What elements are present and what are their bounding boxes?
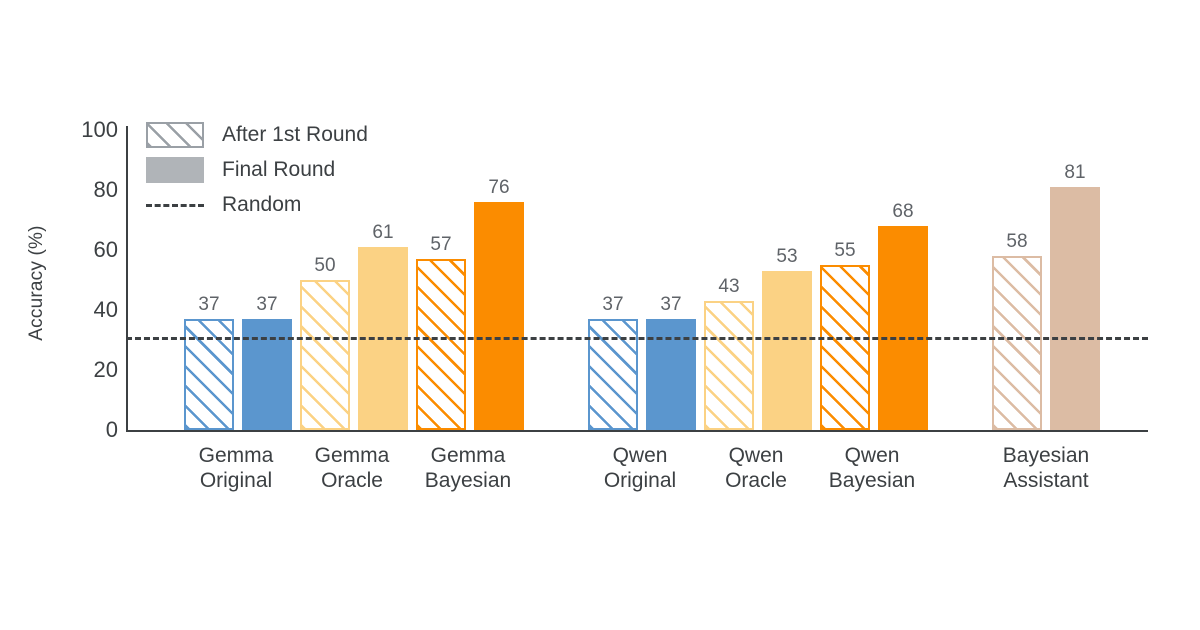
y-tick-label: 80 xyxy=(93,177,118,202)
y-tick-label: 100 xyxy=(81,117,118,142)
bar xyxy=(184,319,234,430)
y-tick-label: 40 xyxy=(93,297,118,322)
category-label-line: Qwen xyxy=(612,444,668,467)
category-label-line: Original xyxy=(603,469,677,492)
bar-value-label: 81 xyxy=(1064,162,1086,183)
y-tick-40: 40 xyxy=(70,299,118,321)
category-label-gemma-oracle: Gemma Oracle xyxy=(252,443,452,493)
category-label-gemma-bayesian: Gemma Bayesian xyxy=(368,443,568,493)
category-label-gemma-original: Gemma Original xyxy=(136,443,336,493)
bar-value-label: 43 xyxy=(718,276,740,297)
bar xyxy=(878,226,928,430)
category-label-line: Oracle xyxy=(321,469,383,492)
bar xyxy=(762,271,812,430)
bar-value-label: 68 xyxy=(892,201,914,222)
legend-label: Final Round xyxy=(222,158,336,181)
bar xyxy=(474,202,524,430)
bar-value-label: 37 xyxy=(198,294,220,315)
y-tick-60: 60 xyxy=(70,239,118,261)
category-label-line: Assistant xyxy=(1003,469,1089,492)
bar-value-label: 37 xyxy=(660,294,682,315)
category-label-qwen-original: Qwen Original xyxy=(540,443,740,493)
bar-value-label: 37 xyxy=(602,294,624,315)
x-axis-line xyxy=(126,430,1148,432)
category-label-line: Gemma xyxy=(430,444,506,467)
bar-value-label: 55 xyxy=(834,240,856,261)
category-label-line: Qwen xyxy=(844,444,900,467)
y-axis-line xyxy=(126,126,128,432)
legend-dashed-line-swatch xyxy=(146,204,204,207)
bar-value-label: 57 xyxy=(430,234,452,255)
bar-value-label: 58 xyxy=(1006,231,1028,252)
y-axis-title: Accuracy (%) xyxy=(26,225,47,341)
category-label-line: Bayesian xyxy=(828,469,916,492)
category-label-line: Bayesian xyxy=(1002,444,1090,467)
category-label-line: Gemma xyxy=(198,444,274,467)
legend-label: Random xyxy=(222,193,302,216)
y-tick-label: 0 xyxy=(105,417,118,442)
y-tick-label: 20 xyxy=(93,357,118,382)
category-label-bayesian-assistant: Bayesian Assistant xyxy=(946,443,1146,493)
bar xyxy=(242,319,292,430)
category-label-qwen-oracle: Qwen Oracle xyxy=(656,443,856,493)
bar xyxy=(820,265,870,430)
y-tick-label: 60 xyxy=(93,237,118,262)
legend-swatch-hatched xyxy=(146,122,204,148)
bar xyxy=(1050,187,1100,430)
y-tick-80: 80 xyxy=(70,179,118,201)
bar-value-label: 76 xyxy=(488,177,510,198)
category-label-line: Bayesian xyxy=(424,469,512,492)
random-reference-line xyxy=(126,337,1148,340)
y-tick-0: 0 xyxy=(70,419,118,441)
bar xyxy=(704,301,754,430)
bar xyxy=(992,256,1042,430)
bar-value-label: 37 xyxy=(256,294,278,315)
bar-value-label: 61 xyxy=(372,222,394,243)
legend-label: After 1st Round xyxy=(222,123,368,146)
bar xyxy=(300,280,350,430)
category-label-line: Original xyxy=(199,469,273,492)
legend-swatch-solid xyxy=(146,157,204,183)
bar-value-label: 50 xyxy=(314,255,336,276)
category-label-line: Gemma xyxy=(314,444,390,467)
y-tick-20: 20 xyxy=(70,359,118,381)
bar xyxy=(588,319,638,430)
bar-value-label: 53 xyxy=(776,246,798,267)
y-tick-100: 100 xyxy=(70,119,118,141)
bar xyxy=(416,259,466,430)
bar xyxy=(646,319,696,430)
category-label-line: Oracle xyxy=(725,469,787,492)
category-label-line: Qwen xyxy=(728,444,784,467)
category-label-qwen-bayesian: Qwen Bayesian xyxy=(772,443,972,493)
